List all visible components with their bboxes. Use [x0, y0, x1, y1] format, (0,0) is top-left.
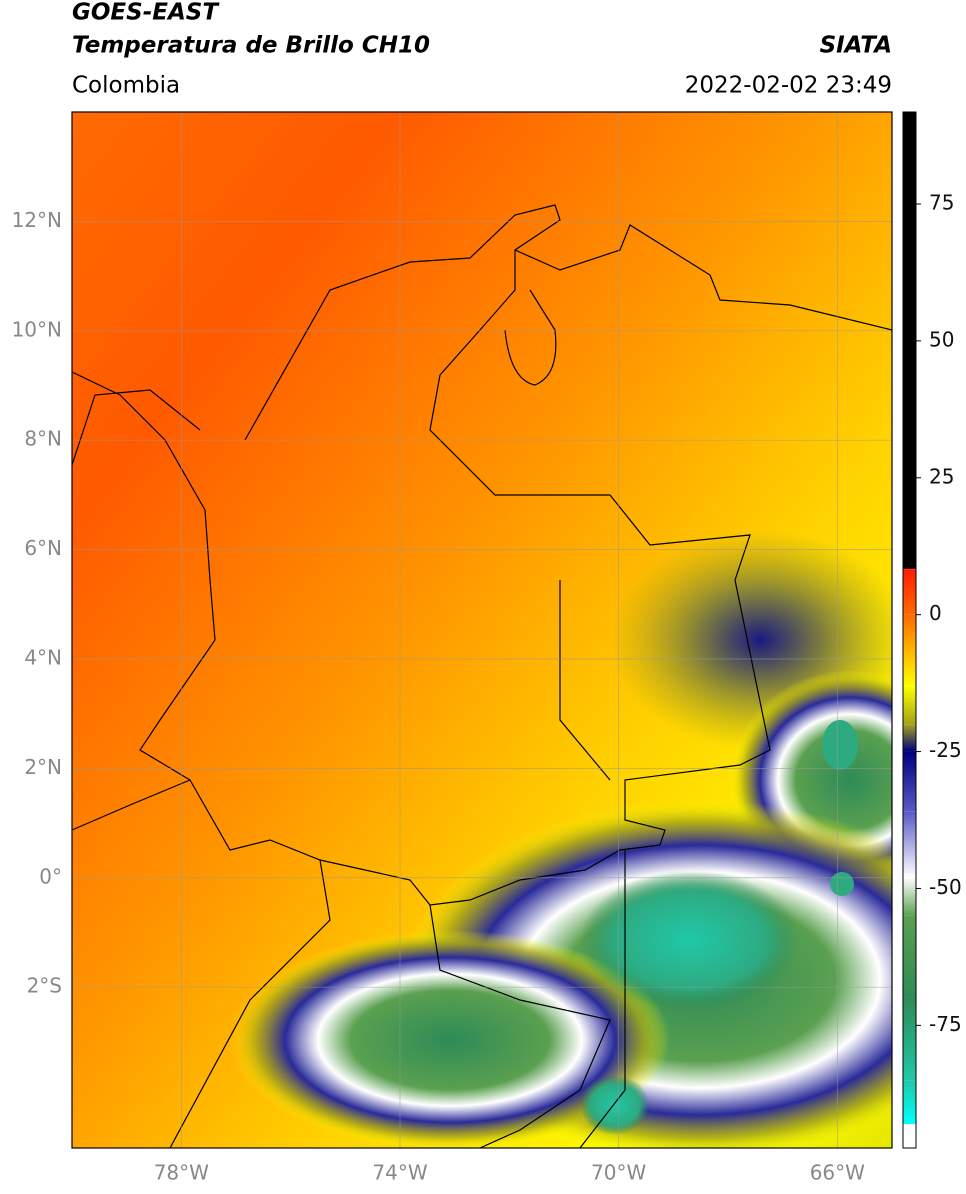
- y-tick-label: 8°N: [24, 427, 62, 451]
- colorbar-frame: [902, 111, 917, 1149]
- title: GOES-EAST: [72, 0, 220, 26]
- datetime: 2022-02-02 23:49: [685, 73, 892, 99]
- colorbar-tick-label: 0: [929, 601, 942, 625]
- subtitle: Temperatura de Brillo CH10: [72, 33, 430, 59]
- colorbar-segment: [903, 1124, 916, 1148]
- colorbar-segment: [903, 647, 916, 686]
- x-tick-label: 78°W: [154, 1161, 209, 1185]
- satellite-image: [72, 112, 892, 1148]
- colorbar-segment: [903, 569, 916, 615]
- colorbar-segment: [903, 614, 916, 648]
- colorbar-tick-label: 50: [929, 327, 954, 351]
- y-tick-label: 2°S: [27, 974, 62, 998]
- borders: [71, 204, 893, 1149]
- source: SIATA: [820, 33, 892, 59]
- colorbar-segment: [903, 915, 916, 998]
- region: Colombia: [72, 73, 180, 99]
- colorbar-segment: [903, 811, 916, 878]
- colorbar-segment: [903, 997, 916, 1081]
- colorbar-tick-label: -25: [929, 738, 962, 762]
- colorbar-segment: [903, 685, 916, 725]
- colorbar-tick-label: 75: [929, 190, 954, 214]
- colorbar-tick-label: -50: [929, 875, 962, 899]
- colorbar-segment: [903, 1080, 916, 1124]
- colorbar-segment: [903, 877, 916, 916]
- colorbar-tick-label: 25: [929, 464, 954, 488]
- colorbar-segment: [903, 1123, 916, 1125]
- y-tick-label: 12°N: [12, 208, 62, 232]
- x-tick-label: 74°W: [372, 1161, 427, 1185]
- y-tick-label: 4°N: [24, 645, 62, 669]
- y-tick-label: 2°N: [24, 755, 62, 779]
- y-tick-label: 0°: [39, 864, 62, 888]
- colorbar-segment: [903, 751, 916, 812]
- colorbar-tick-label: -75: [929, 1012, 962, 1036]
- map-frame: [71, 111, 893, 1149]
- y-tick-label: 6°N: [24, 536, 62, 560]
- y-tick-label: 10°N: [12, 317, 62, 341]
- colorbar-segment: [903, 112, 916, 569]
- x-tick-label: 70°W: [591, 1161, 646, 1185]
- x-tick-label: 66°W: [810, 1161, 865, 1185]
- colorbar-segment: [903, 724, 916, 752]
- colorbar-segment: [903, 568, 916, 570]
